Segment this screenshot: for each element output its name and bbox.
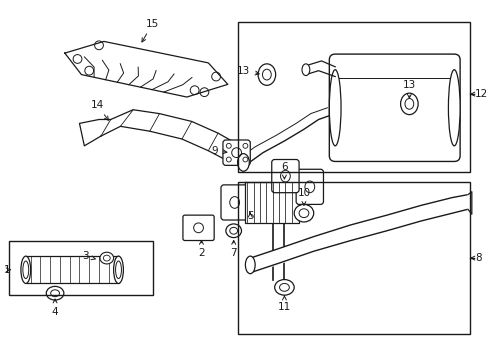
Text: 13: 13: [402, 80, 415, 98]
Text: 6: 6: [281, 162, 287, 179]
Bar: [245, 182, 299, 223]
Text: 8: 8: [470, 253, 480, 263]
Ellipse shape: [225, 224, 241, 238]
Text: 3: 3: [82, 251, 95, 261]
Bar: [237, 182, 469, 334]
FancyBboxPatch shape: [271, 159, 299, 193]
Bar: [9, 240, 152, 295]
Text: 14: 14: [90, 100, 108, 120]
Ellipse shape: [447, 70, 459, 146]
Ellipse shape: [46, 287, 64, 300]
Ellipse shape: [113, 256, 123, 283]
Bar: [26, 256, 118, 283]
Ellipse shape: [302, 64, 309, 76]
FancyBboxPatch shape: [183, 215, 214, 240]
Ellipse shape: [294, 204, 313, 222]
Ellipse shape: [258, 64, 275, 85]
Text: 13: 13: [237, 66, 259, 76]
Text: 1: 1: [3, 265, 10, 275]
Text: 12: 12: [470, 89, 487, 99]
Ellipse shape: [400, 93, 417, 114]
Ellipse shape: [100, 252, 113, 264]
Polygon shape: [80, 120, 110, 146]
FancyBboxPatch shape: [223, 140, 250, 165]
Text: 5: 5: [246, 211, 253, 221]
Ellipse shape: [21, 256, 31, 283]
Ellipse shape: [245, 256, 255, 274]
Ellipse shape: [237, 154, 249, 171]
FancyBboxPatch shape: [221, 185, 248, 220]
Text: 9: 9: [211, 146, 226, 156]
Text: 15: 15: [142, 19, 159, 42]
Polygon shape: [65, 41, 227, 97]
Text: 2: 2: [198, 240, 204, 258]
Ellipse shape: [274, 280, 294, 295]
FancyBboxPatch shape: [328, 54, 459, 161]
Polygon shape: [467, 192, 471, 214]
FancyBboxPatch shape: [296, 169, 323, 204]
Text: 4: 4: [52, 299, 58, 317]
Bar: [237, 22, 469, 172]
Text: 7: 7: [230, 240, 237, 258]
Ellipse shape: [328, 70, 340, 146]
Text: 10: 10: [297, 188, 310, 206]
Text: 11: 11: [277, 296, 290, 312]
